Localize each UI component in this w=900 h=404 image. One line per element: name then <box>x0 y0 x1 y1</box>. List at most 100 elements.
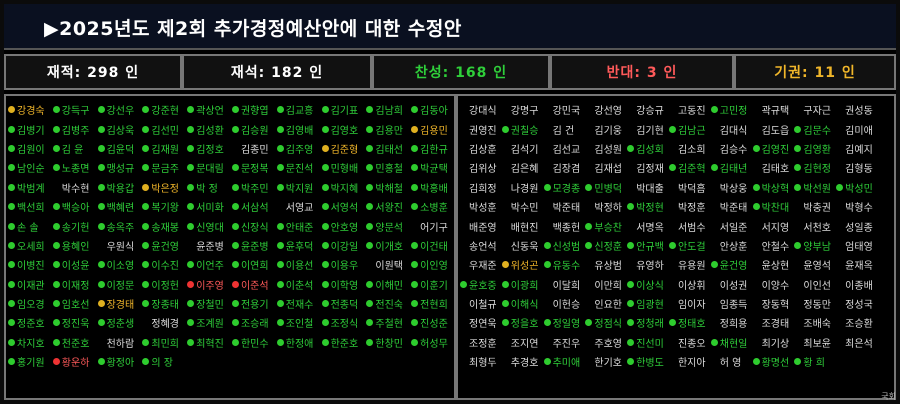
member-name: 안태준 <box>285 222 314 234</box>
member-entry: 이주영 <box>187 275 232 294</box>
vote-status-dot <box>794 339 801 346</box>
member-name: 민홍철 <box>375 164 403 176</box>
member-entry: 신동욱 <box>502 236 544 255</box>
vote-status-dot <box>585 281 592 288</box>
member-name: 백승아 <box>61 203 90 215</box>
member-name: 곽규택 <box>761 106 790 118</box>
member-name: 채현일 <box>719 338 748 350</box>
member-name: 문진석 <box>285 164 314 176</box>
vote-status-dot <box>669 106 676 113</box>
vote-status-dot <box>8 106 15 114</box>
member-name: 정을호 <box>510 319 539 331</box>
vote-status-dot <box>794 164 802 172</box>
vote-status-dot <box>460 242 467 249</box>
vote-status-dot <box>97 300 105 308</box>
vote-status-dot <box>97 358 105 366</box>
member-name: 임이자 <box>677 300 706 312</box>
member-name: 손 솔 <box>17 222 39 234</box>
vote-status-dot <box>460 164 467 171</box>
vote-status-dot <box>142 164 150 172</box>
vote-status-dot <box>231 106 239 114</box>
vote-status-dot <box>52 280 60 288</box>
member-name: 홍기원 <box>17 358 45 370</box>
member-name: 박용갑 <box>106 183 135 195</box>
vote-status-dot <box>276 222 284 230</box>
member-name: 박충권 <box>803 203 831 215</box>
vote-status-dot <box>669 261 676 268</box>
member-entry: 소병훈 <box>411 197 456 216</box>
vote-status-dot <box>627 203 635 211</box>
vote-status-dot <box>711 184 718 191</box>
vote-status-dot <box>544 126 551 133</box>
member-name: 강선영 <box>594 106 622 118</box>
member-entry: 한기호 <box>585 352 627 371</box>
vote-status-dot <box>544 106 551 113</box>
member-name: 위성곤 <box>510 261 539 273</box>
vote-status-dot <box>276 164 284 172</box>
vote-status-dot <box>836 242 843 249</box>
vote-status-dot <box>836 339 843 346</box>
vote-status-dot <box>836 126 843 133</box>
vote-status-dot <box>321 222 329 230</box>
member-entry: 이용선 <box>276 255 322 274</box>
member-entry: 임종득 <box>711 294 753 313</box>
member-name: 이수진 <box>151 261 179 273</box>
member-name: 이개호 <box>375 241 403 253</box>
member-entry: 박범계 <box>8 178 53 197</box>
member-name: 조정식 <box>330 319 359 331</box>
member-name: 서왕진 <box>375 203 403 215</box>
member-entry: 전종덕 <box>321 294 367 313</box>
member-name: 김태선 <box>375 144 403 156</box>
vote-status-dot <box>142 358 150 366</box>
member-entry: 나경원 <box>502 178 544 197</box>
member-entry: 김기표 <box>321 100 367 119</box>
vote-status-dot <box>543 358 551 366</box>
member-name: 윤건영 <box>151 241 179 253</box>
member-name: 김형동 <box>845 164 873 176</box>
member-entry: 김정호 <box>187 139 232 158</box>
member-entry: 김재섭 <box>585 158 627 177</box>
member-name: 김병기 <box>17 125 45 137</box>
member-name: 박상혁 <box>761 183 790 195</box>
member-entry: 유영하 <box>627 255 669 274</box>
member-entry: 한준호 <box>321 333 367 352</box>
member-name: 박은정 <box>151 183 179 195</box>
vote-status-dot <box>411 183 419 191</box>
member-entry: 조경태 <box>753 313 795 332</box>
vote-status-dot <box>411 144 419 152</box>
member-name: 박범계 <box>17 183 45 195</box>
member-name: 박대출 <box>636 183 664 195</box>
member-entry: 박충권 <box>794 197 836 216</box>
member-name: 장동혁 <box>761 300 790 312</box>
vote-status-dot <box>142 144 150 152</box>
member-name: 김 건 <box>552 125 575 137</box>
member-entry: 전진숙 <box>366 294 411 313</box>
member-entry: 백혜련 <box>97 197 143 216</box>
vote-status-dot <box>627 144 635 152</box>
member-entry: 허성무 <box>411 333 456 352</box>
vote-status-dot <box>97 280 105 288</box>
vote-status-dot <box>502 203 509 210</box>
member-entry: 황 희 <box>794 352 836 371</box>
vote-status-dot <box>411 261 419 269</box>
member-entry: 박정훈 <box>669 197 711 216</box>
vote-status-dot <box>187 164 195 172</box>
member-entry: 장동혁 <box>753 294 795 313</box>
member-name: 이원택 <box>375 261 403 273</box>
member-name: 김선민 <box>151 125 179 137</box>
member-name: 장종태 <box>151 300 179 312</box>
member-name: 이용선 <box>285 261 314 273</box>
vote-status-dot <box>8 300 15 308</box>
vote-status-dot <box>366 261 373 268</box>
member-name: 정진욱 <box>61 319 90 331</box>
member-entry: 인요한 <box>585 294 627 313</box>
member-entry: 김대식 <box>711 119 753 138</box>
vote-status-dot <box>502 184 509 191</box>
member-entry: 권영진 <box>460 119 502 138</box>
vote-status-dot <box>8 261 15 269</box>
vote-status-dot <box>710 261 718 269</box>
member-name: 전현희 <box>420 300 448 312</box>
member-entry: 강선영 <box>585 100 627 119</box>
member-entry: 이용우 <box>321 255 367 274</box>
vote-status-dot <box>98 339 105 346</box>
